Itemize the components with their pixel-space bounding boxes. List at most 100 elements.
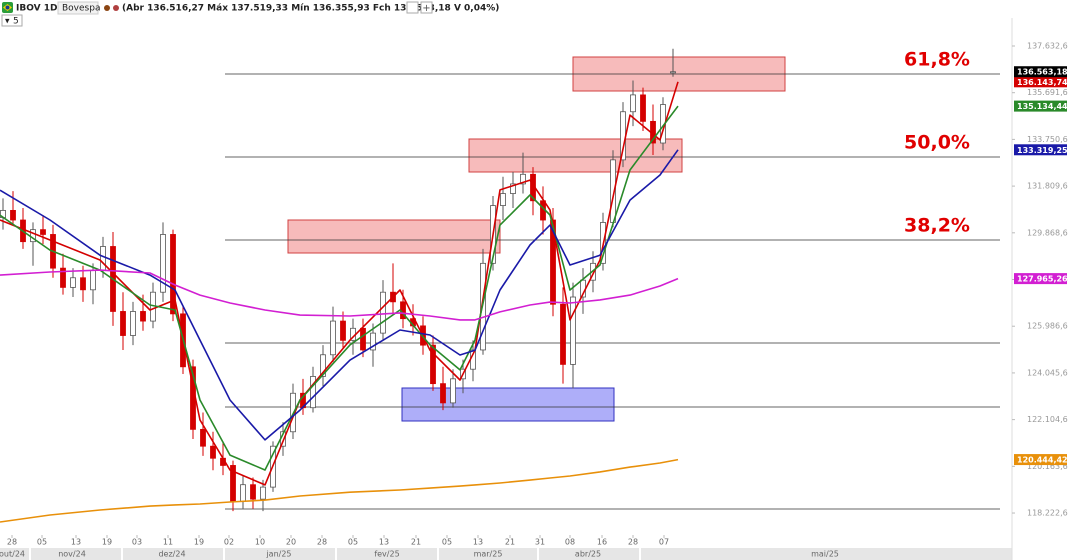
x-tick-label: 03 (132, 538, 142, 547)
symbol[interactable]: IBOV 1D (16, 4, 57, 14)
x-tick-label: 08 (565, 538, 575, 547)
candle-body (500, 193, 506, 206)
exchange[interactable]: Bovespa (62, 4, 100, 14)
x-tick-label: 13 (71, 538, 81, 547)
candle-body (380, 291, 386, 334)
x-tick-label: 07 (659, 538, 669, 547)
month-separators (29, 548, 641, 560)
x-tick-label: 05 (348, 538, 358, 547)
x-tick-label: 21 (411, 538, 421, 547)
candle-body (130, 311, 136, 336)
candle-body (250, 484, 256, 500)
candle-body (430, 344, 436, 385)
x-tick-label: 31 (535, 538, 545, 547)
candle-body (340, 320, 346, 341)
candle-body (10, 209, 16, 221)
month-strip (0, 548, 1012, 560)
x-tick-label: 11 (163, 538, 173, 547)
candle-body (240, 484, 246, 502)
status-dot (104, 5, 110, 11)
moving-average (0, 269, 679, 321)
y-tick-label: 137.632,64 (1027, 41, 1068, 50)
month-label: abr/25 (575, 550, 601, 559)
candle-body (260, 486, 266, 500)
candle-body (40, 229, 46, 235)
ma-last-label-box (1014, 454, 1067, 466)
month-label: out/24 (0, 550, 25, 559)
last-close-label-box (1014, 66, 1067, 78)
x-tick-label: 28 (628, 538, 638, 547)
candle-body (100, 246, 106, 271)
x-tick-label: 10 (255, 538, 265, 547)
ma-last-label: 136.143,74 (1017, 78, 1068, 87)
ma-last-label-box (1014, 76, 1067, 88)
candle-body (170, 234, 176, 315)
settings-button[interactable] (406, 1, 419, 14)
moving-average (0, 149, 679, 441)
status-dot (113, 5, 119, 11)
y-tick-label: 129.868,64 (1027, 228, 1068, 237)
candle-body (60, 267, 66, 288)
candle-body (120, 311, 126, 336)
candle-body (450, 378, 456, 404)
month-label: jan/25 (265, 550, 291, 559)
candle-body (90, 270, 96, 291)
candle-body (200, 428, 206, 447)
x-tick-label: 13 (473, 538, 483, 547)
x-tick-label: 21 (505, 538, 515, 547)
y-tick-label: 135.691,64 (1027, 88, 1068, 97)
candle-body (640, 94, 646, 122)
x-tick-label: 28 (317, 538, 327, 547)
candle-body (70, 277, 76, 288)
candle-body (670, 71, 676, 74)
add-icon: + (422, 3, 430, 14)
candle-body (210, 445, 216, 459)
candle-body (560, 303, 566, 365)
candle-body (160, 234, 166, 293)
add-button[interactable] (420, 1, 433, 14)
support-zone (401, 387, 615, 422)
candle-body (370, 332, 376, 351)
moving-average (0, 81, 679, 486)
x-tick-label: 16 (597, 538, 607, 547)
candle-body (140, 311, 146, 322)
y-tick-label: 133.750,64 (1027, 135, 1068, 144)
candle-body (440, 383, 446, 404)
candle-body (550, 219, 556, 305)
interval-arrow: ▾ (5, 17, 10, 27)
ma-last-label-box (1014, 100, 1067, 112)
level-label: 38,2% (904, 214, 970, 236)
month-label: nov/24 (58, 550, 86, 559)
candle-body (80, 277, 86, 291)
x-tick-label: 13 (379, 538, 389, 547)
level-label: 61,8% (904, 48, 970, 70)
y-tick-label: 122.104,64 (1027, 415, 1068, 424)
y-tick-label: 131.809,64 (1027, 182, 1068, 191)
x-tick-label: 19 (194, 538, 204, 547)
resistance-zone (468, 138, 683, 173)
month-label: dez/24 (158, 550, 185, 559)
month-label: fev/25 (374, 550, 399, 559)
x-tick-label: 20 (286, 538, 296, 547)
last-close-label: 136.563,18 (1017, 68, 1068, 77)
candle-body (510, 183, 516, 194)
candle-body (330, 320, 336, 356)
interval-box[interactable] (1, 14, 23, 27)
candle-body (520, 173, 526, 185)
candle-body (630, 94, 636, 113)
interval[interactable]: 5 (13, 17, 19, 27)
moving-average (0, 458, 679, 523)
toolbar: IBOV 1D Bovespa (Abr 136.516,27 Máx 137.… (1, 1, 499, 27)
month-label: mar/25 (474, 550, 503, 559)
level-label: 50,0% (904, 132, 970, 154)
exchange-box[interactable] (57, 1, 99, 15)
ma-last-label-box (1014, 144, 1067, 156)
y-tick-label: 118.222,64 (1027, 509, 1068, 518)
candle-body (360, 327, 366, 351)
ma-last-label-box (1014, 273, 1067, 285)
ma-last-label: 127.965,26 (1017, 275, 1068, 284)
x-tick-label: 05 (37, 538, 47, 547)
ma-last-label: 135.134,44 (1017, 102, 1068, 111)
